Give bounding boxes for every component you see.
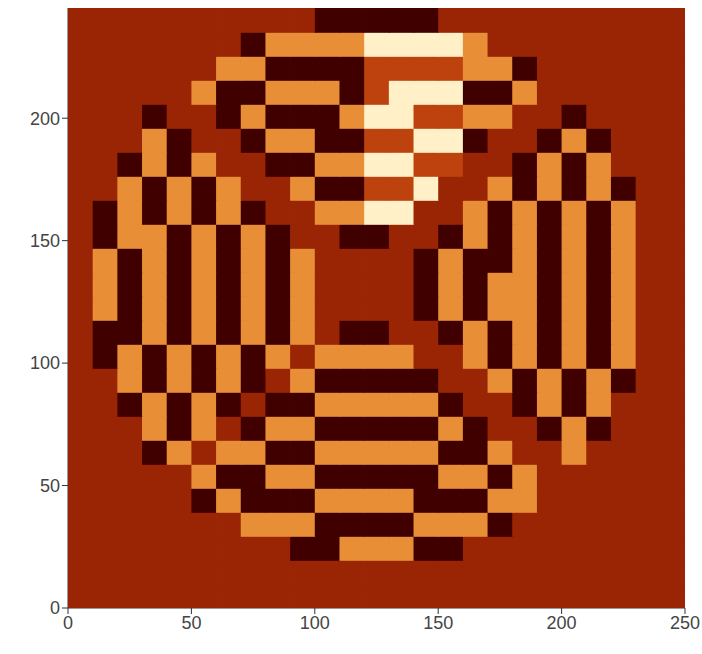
svg-text:100: 100	[300, 613, 330, 633]
svg-text:0: 0	[50, 598, 60, 618]
svg-text:0: 0	[63, 613, 73, 633]
svg-text:100: 100	[30, 353, 60, 373]
svg-text:200: 200	[547, 613, 577, 633]
svg-text:150: 150	[423, 613, 453, 633]
svg-text:200: 200	[30, 109, 60, 129]
svg-text:50: 50	[181, 613, 201, 633]
svg-text:250: 250	[670, 613, 700, 633]
svg-text:50: 50	[40, 476, 60, 496]
svg-text:150: 150	[30, 231, 60, 251]
